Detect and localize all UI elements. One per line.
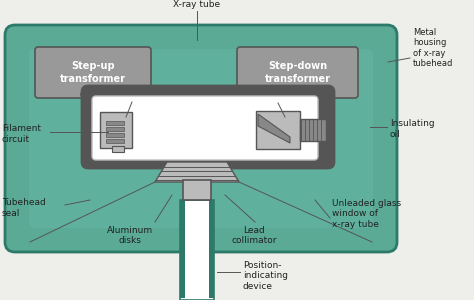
Bar bbox=[180, 200, 214, 300]
Text: Position-
indicating
device: Position- indicating device bbox=[243, 261, 288, 291]
Text: Tubehead
seal: Tubehead seal bbox=[2, 198, 46, 218]
Text: Step-up
transformer: Step-up transformer bbox=[60, 61, 126, 84]
Text: Lead
collimator: Lead collimator bbox=[231, 226, 277, 245]
Bar bbox=[183, 180, 211, 200]
Text: Cathode (-): Cathode (-) bbox=[80, 91, 131, 100]
Text: Filament
circuit: Filament circuit bbox=[2, 124, 41, 144]
FancyBboxPatch shape bbox=[29, 49, 373, 228]
Text: Aluminum
disks: Aluminum disks bbox=[107, 226, 153, 245]
Polygon shape bbox=[155, 162, 239, 182]
Bar bbox=[180, 200, 185, 298]
Bar bbox=[100, 112, 132, 148]
Bar bbox=[106, 133, 124, 137]
Text: Anode (+): Anode (+) bbox=[280, 92, 326, 101]
Bar bbox=[106, 127, 124, 131]
Bar bbox=[180, 200, 214, 300]
Bar bbox=[300, 119, 326, 141]
Polygon shape bbox=[258, 114, 290, 143]
FancyBboxPatch shape bbox=[92, 96, 318, 160]
Text: Insulating
oil: Insulating oil bbox=[390, 119, 435, 139]
Bar bbox=[106, 121, 124, 125]
FancyBboxPatch shape bbox=[237, 47, 358, 98]
Bar bbox=[256, 111, 300, 149]
Text: Unleaded glass
window of
x-ray tube: Unleaded glass window of x-ray tube bbox=[332, 199, 401, 229]
Text: Step-down
transformer: Step-down transformer bbox=[264, 61, 330, 84]
FancyBboxPatch shape bbox=[82, 86, 334, 168]
FancyBboxPatch shape bbox=[5, 25, 397, 252]
Text: Metal
housing
of x-ray
tubehead: Metal housing of x-ray tubehead bbox=[413, 28, 453, 68]
Bar bbox=[106, 139, 124, 143]
Text: X-ray tube: X-ray tube bbox=[173, 0, 220, 9]
Bar bbox=[112, 146, 124, 152]
FancyBboxPatch shape bbox=[35, 47, 151, 98]
Bar bbox=[209, 200, 214, 298]
